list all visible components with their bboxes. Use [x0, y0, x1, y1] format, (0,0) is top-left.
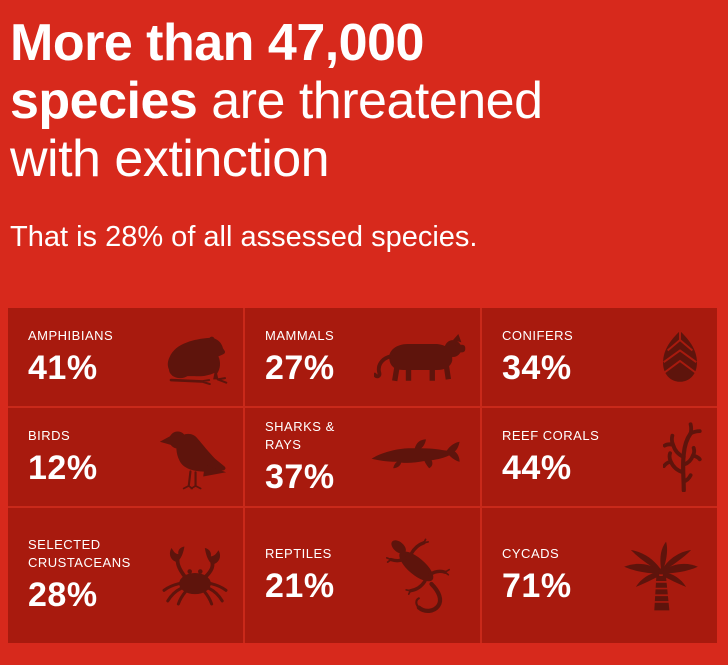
card-value: 21%	[265, 567, 335, 605]
infographic-root: More than 47,000 species are threatened …	[0, 14, 728, 665]
card-icon-box	[657, 327, 703, 387]
coral-icon	[663, 422, 702, 492]
headline-bold-text: More than 47,000 species	[10, 14, 424, 130]
card-label: CYCADS	[502, 546, 560, 561]
page-title: More than 47,000 species are threatened …	[10, 14, 585, 188]
card-text: CONIFERS 34%	[502, 327, 573, 388]
pine-cone-icon	[663, 330, 697, 382]
card-value: 34%	[502, 348, 572, 387]
card-icon-box	[157, 423, 229, 491]
card-value: 28%	[28, 576, 98, 614]
card-label: REEF CORALS	[502, 427, 600, 443]
card-amphibians: AMPHIBIANS 41%	[8, 308, 243, 406]
headline-regular-text: are threatened with extinction	[10, 72, 543, 188]
card-value: 44%	[502, 448, 572, 487]
card-text: SELECTED CRUSTACEANS 28%	[28, 536, 146, 615]
panther-icon	[374, 334, 466, 382]
card-reptiles: REPTILES 21%	[245, 508, 480, 643]
card-reef-corals: REEF CORALS 44%	[482, 408, 717, 506]
card-cycads: CYCADS 71%	[482, 508, 717, 643]
palm-icon	[624, 541, 698, 610]
card-label: MAMMALS	[265, 327, 335, 343]
card-selected-crustaceans: SELECTED CRUSTACEANS 28%	[8, 508, 243, 643]
card-icon-box	[163, 328, 229, 386]
card-value: 41%	[28, 348, 98, 387]
card-value: 71%	[502, 567, 572, 605]
card-label: SELECTED CRUSTACEANS	[28, 537, 131, 570]
card-birds: BIRDS 12%	[8, 408, 243, 506]
crab-icon	[162, 546, 228, 605]
subtitle: That is 28% of all assessed species.	[10, 221, 478, 253]
card-label: BIRDS	[28, 427, 71, 443]
lizard-icon	[386, 538, 450, 613]
shark-icon	[371, 439, 460, 469]
card-icon-box	[619, 540, 703, 612]
card-value: 12%	[28, 448, 98, 487]
card-value: 27%	[265, 348, 335, 387]
card-sharks-rays: SHARKS & RAYS 37%	[245, 408, 480, 506]
card-label: SHARKS & RAYS	[265, 418, 335, 452]
card-text: MAMMALS 27%	[265, 327, 335, 388]
card-label: CONIFERS	[502, 327, 574, 343]
card-icon-box	[386, 536, 466, 616]
card-icon-box	[370, 437, 466, 477]
card-text: SHARKS & RAYS 37%	[265, 418, 370, 497]
card-text: REEF CORALS 44%	[502, 427, 599, 488]
card-icon-box	[663, 422, 703, 492]
bird-icon	[159, 431, 227, 490]
card-text: AMPHIBIANS 41%	[28, 327, 113, 388]
card-label: REPTILES	[265, 546, 332, 561]
card-text: REPTILES 21%	[265, 545, 335, 606]
header: More than 47,000 species are threatened …	[0, 14, 728, 256]
card-text: BIRDS 12%	[28, 427, 98, 488]
species-grid: AMPHIBIANS 41% MAMMALS 27%	[8, 308, 717, 643]
card-value: 37%	[265, 457, 335, 496]
card-conifers: CONIFERS 34%	[482, 308, 717, 406]
card-icon-box	[161, 544, 229, 608]
card-icon-box	[374, 330, 466, 384]
frog-icon	[167, 336, 228, 386]
card-mammals: MAMMALS 27%	[245, 308, 480, 406]
card-label: AMPHIBIANS	[28, 327, 114, 343]
card-text: CYCADS 71%	[502, 545, 572, 606]
